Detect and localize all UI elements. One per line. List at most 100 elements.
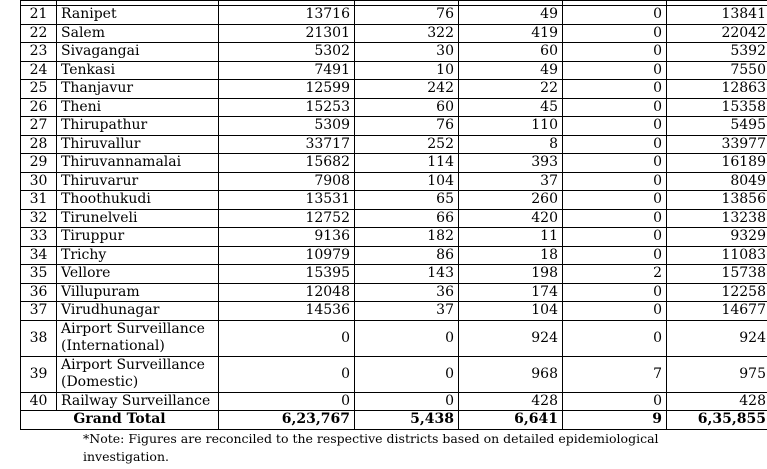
count-cell-d: 0 xyxy=(562,134,667,154)
count-cell-c: 419 xyxy=(458,23,563,43)
count-cell-d: 0 xyxy=(562,190,667,210)
count-cell-b: 322 xyxy=(354,23,459,43)
count-cell-e: 12258 xyxy=(666,282,767,302)
cut-off-row xyxy=(20,0,767,6)
count-cell-d: 0 xyxy=(562,79,667,99)
count-cell-c: 968 xyxy=(458,355,563,393)
grand-total-label: Grand Total xyxy=(20,410,219,430)
table-row: 36 Villupuram 12048 36 174 0 12258 xyxy=(20,282,767,302)
district-name-cell: Theni xyxy=(56,97,219,117)
count-cell-b: 252 xyxy=(354,134,459,154)
serial-number-cell: 29 xyxy=(20,153,57,173)
count-cell-a: 13531 xyxy=(218,190,355,210)
count-cell-a: 5309 xyxy=(218,116,355,136)
table-row: 32 Tirunelveli 12752 66 420 0 13238 xyxy=(20,208,767,228)
district-name-cell: Villupuram xyxy=(56,282,219,302)
count-cell-e: 15358 xyxy=(666,97,767,117)
count-cell-d: 0 xyxy=(562,301,667,321)
district-name-cell: Tirunelveli xyxy=(56,208,219,228)
count-cell-c: 174 xyxy=(458,282,563,302)
footnote: *Note: Figures are reconciled to the res… xyxy=(83,431,659,464)
count-cell-c: 49 xyxy=(458,60,563,80)
grand-total-cell-d: 9 xyxy=(562,410,667,430)
count-cell-c: 37 xyxy=(458,171,563,191)
serial-number-cell: 24 xyxy=(20,60,57,80)
district-name-cell: Virudhunagar xyxy=(56,301,219,321)
count-cell-e: 14677 xyxy=(666,301,767,321)
serial-number-cell: 30 xyxy=(20,171,57,191)
count-cell-b: 0 xyxy=(354,355,459,393)
count-cell-e: 15738 xyxy=(666,264,767,284)
table-row: 30 Thiruvarur 7908 104 37 0 8049 xyxy=(20,171,767,191)
count-cell-b: 104 xyxy=(354,171,459,191)
grand-total-cell-a: 6,23,767 xyxy=(218,410,355,430)
serial-number-cell: 28 xyxy=(20,134,57,154)
district-case-table: 21 Ranipet 13716 76 49 0 13841 22 Salem 21301 322 4… xyxy=(20,0,767,430)
count-cell-e: 924 xyxy=(666,319,767,357)
count-cell-d: 0 xyxy=(562,5,667,25)
count-cell-a: 15395 xyxy=(218,264,355,284)
district-name-cell: Thiruvarur xyxy=(56,171,219,191)
table-row: 24 Tenkasi 7491 10 49 0 7550 xyxy=(20,60,767,80)
count-cell-e: 5495 xyxy=(666,116,767,136)
count-cell-e: 11083 xyxy=(666,245,767,265)
district-name-cell: Vellore xyxy=(56,264,219,284)
count-cell-a: 15253 xyxy=(218,97,355,117)
count-cell-c: 393 xyxy=(458,153,563,173)
count-cell-c: 49 xyxy=(458,5,563,25)
count-cell-d: 0 xyxy=(562,208,667,228)
table-row: 27 Thirupathur 5309 76 110 0 5495 xyxy=(20,116,767,136)
count-cell-b: 30 xyxy=(354,42,459,62)
count-cell-b: 10 xyxy=(354,60,459,80)
count-cell-c: 18 xyxy=(458,245,563,265)
district-name-cell: Thoothukudi xyxy=(56,190,219,210)
count-cell-a: 12599 xyxy=(218,79,355,99)
count-cell-c: 45 xyxy=(458,97,563,117)
table-row: 35 Vellore 15395 143 198 2 15738 xyxy=(20,264,767,284)
grand-total-cell-e: 6,35,855 xyxy=(666,410,767,430)
table-row: 39 Airport Surveillance (Domestic) 0 0 968 7 9… xyxy=(20,355,767,393)
district-name-cell: Tiruppur xyxy=(56,227,219,247)
count-cell-d: 2 xyxy=(562,264,667,284)
count-cell-c: 8 xyxy=(458,134,563,154)
table-row: 22 Salem 21301 322 419 0 22042 xyxy=(20,23,767,43)
count-cell-e: 5392 xyxy=(666,42,767,62)
serial-number-cell: 31 xyxy=(20,190,57,210)
count-cell-a: 12048 xyxy=(218,282,355,302)
serial-number-cell: 21 xyxy=(20,5,57,25)
count-cell-a: 21301 xyxy=(218,23,355,43)
district-name-cell: Trichy xyxy=(56,245,219,265)
district-table-container: 21 Ranipet 13716 76 49 0 13841 22 Salem 21301 322 4… xyxy=(20,0,767,430)
count-cell-a: 15682 xyxy=(218,153,355,173)
serial-number-cell: 36 xyxy=(20,282,57,302)
count-cell-e: 13238 xyxy=(666,208,767,228)
count-cell-d: 7 xyxy=(562,355,667,393)
table-row: 29 Thiruvannamalai 15682 114 393 0 16189 xyxy=(20,153,767,173)
district-name-cell: Thiruvannamalai xyxy=(56,153,219,173)
count-cell-b: 37 xyxy=(354,301,459,321)
count-cell-d: 0 xyxy=(562,97,667,117)
district-name-cell: Thiruvallur xyxy=(56,134,219,154)
table-row: 34 Trichy 10979 86 18 0 11083 xyxy=(20,245,767,265)
count-cell-d: 0 xyxy=(562,282,667,302)
count-cell-a: 13716 xyxy=(218,5,355,25)
count-cell-d: 0 xyxy=(562,60,667,80)
district-name-cell: Thanjavur xyxy=(56,79,219,99)
count-cell-a: 0 xyxy=(218,391,355,411)
table-row: 21 Ranipet 13716 76 49 0 13841 xyxy=(20,5,767,25)
count-cell-a: 9136 xyxy=(218,227,355,247)
serial-number-cell: 26 xyxy=(20,97,57,117)
table-row: 37 Virudhunagar 14536 37 104 0 14677 xyxy=(20,301,767,321)
count-cell-a: 7491 xyxy=(218,60,355,80)
count-cell-b: 0 xyxy=(354,319,459,357)
grand-total-cell-b: 5,438 xyxy=(354,410,459,430)
count-cell-a: 10979 xyxy=(218,245,355,265)
serial-number-cell: 32 xyxy=(20,208,57,228)
count-cell-e: 33977 xyxy=(666,134,767,154)
district-name-cell: Airport Surveillance (Domestic) xyxy=(56,355,219,393)
count-cell-e: 8049 xyxy=(666,171,767,191)
count-cell-d: 0 xyxy=(562,227,667,247)
count-cell-b: 36 xyxy=(354,282,459,302)
count-cell-b: 114 xyxy=(354,153,459,173)
count-cell-c: 110 xyxy=(458,116,563,136)
